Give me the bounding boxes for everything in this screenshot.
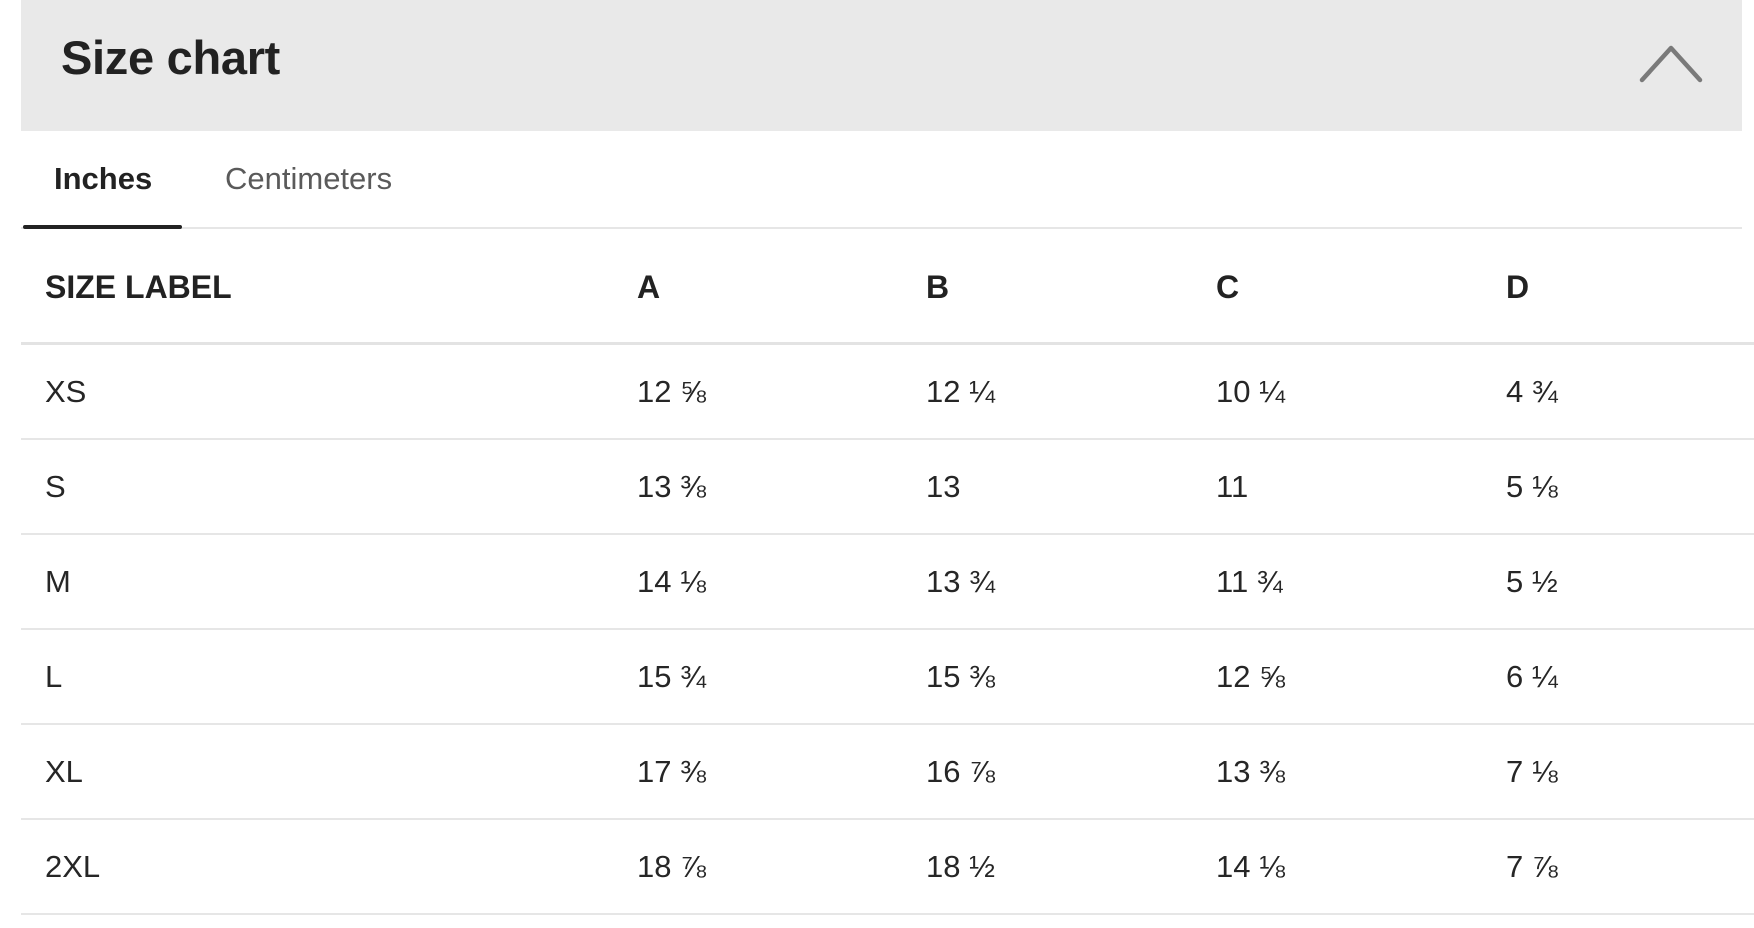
measurement-b-cell: 12 ¼ (926, 343, 1216, 440)
tab-centimeters[interactable]: Centimeters (225, 161, 393, 196)
table-header-row: SIZE LABEL A B C D (21, 229, 1754, 345)
size-cell: S (21, 439, 637, 535)
column-header-a: A (637, 229, 926, 345)
table-row: 2XL 18 ⅞ 18 ½ 14 ⅛ 7 ⅞ (21, 819, 1754, 915)
table-row: S 13 ⅜ 13 11 5 ⅛ (21, 439, 1754, 535)
table-row: M 14 ⅛ 13 ¾ 11 ¾ 5 ½ (21, 534, 1754, 630)
size-table: SIZE LABEL A B C D XS 12 ⅝ 12 ¼ 10 ¼ 4 ¾… (21, 229, 1754, 915)
measurement-d-cell: 5 ⅛ (1506, 439, 1754, 535)
measurement-c-cell: 11 (1216, 439, 1506, 535)
measurement-a-cell: 14 ⅛ (637, 534, 926, 630)
chevron-up-icon (1639, 45, 1703, 83)
measurement-b-cell: 13 ¾ (926, 534, 1216, 630)
measurement-b-cell: 13 (926, 439, 1216, 535)
measurement-b-cell: 18 ½ (926, 819, 1216, 915)
measurement-d-cell: 6 ¼ (1506, 629, 1754, 725)
column-header-c: C (1216, 229, 1506, 345)
measurement-b-cell: 15 ⅜ (926, 629, 1216, 725)
size-chart-header[interactable]: Size chart (21, 0, 1742, 131)
measurement-c-cell: 12 ⅝ (1216, 629, 1506, 725)
size-chart-title: Size chart (61, 31, 281, 84)
collapse-button[interactable] (1636, 36, 1706, 88)
size-cell: L (21, 629, 637, 725)
table-row: XL 17 ⅜ 16 ⅞ 13 ⅜ 7 ⅛ (21, 724, 1754, 820)
measurement-c-cell: 10 ¼ (1216, 343, 1506, 440)
measurement-a-cell: 12 ⅝ (637, 343, 926, 440)
measurement-d-cell: 4 ¾ (1506, 343, 1754, 440)
table-row: L 15 ¾ 15 ⅜ 12 ⅝ 6 ¼ (21, 629, 1754, 725)
measurement-c-cell: 13 ⅜ (1216, 724, 1506, 820)
measurement-d-cell: 7 ⅞ (1506, 819, 1754, 915)
size-chart-panel: Size chart Inches Centimeters SIZE LABEL… (21, 0, 1754, 915)
size-cell: M (21, 534, 637, 630)
size-cell: XS (21, 343, 637, 440)
measurement-a-cell: 15 ¾ (637, 629, 926, 725)
measurement-a-cell: 18 ⅞ (637, 819, 926, 915)
measurement-c-cell: 11 ¾ (1216, 534, 1506, 630)
size-cell: XL (21, 724, 637, 820)
measurement-a-cell: 17 ⅜ (637, 724, 926, 820)
unit-tabs: Inches Centimeters (21, 131, 1742, 229)
column-header-b: B (926, 229, 1216, 345)
size-cell: 2XL (21, 819, 637, 915)
column-header-d: D (1506, 229, 1754, 345)
column-header-size-label: SIZE LABEL (21, 229, 637, 345)
measurement-d-cell: 7 ⅛ (1506, 724, 1754, 820)
table-row: XS 12 ⅝ 12 ¼ 10 ¼ 4 ¾ (21, 343, 1754, 440)
tab-inches[interactable]: Inches (54, 161, 153, 196)
measurement-a-cell: 13 ⅜ (637, 439, 926, 535)
measurement-b-cell: 16 ⅞ (926, 724, 1216, 820)
measurement-c-cell: 14 ⅛ (1216, 819, 1506, 915)
active-tab-indicator (23, 225, 182, 229)
measurement-d-cell: 5 ½ (1506, 534, 1754, 630)
